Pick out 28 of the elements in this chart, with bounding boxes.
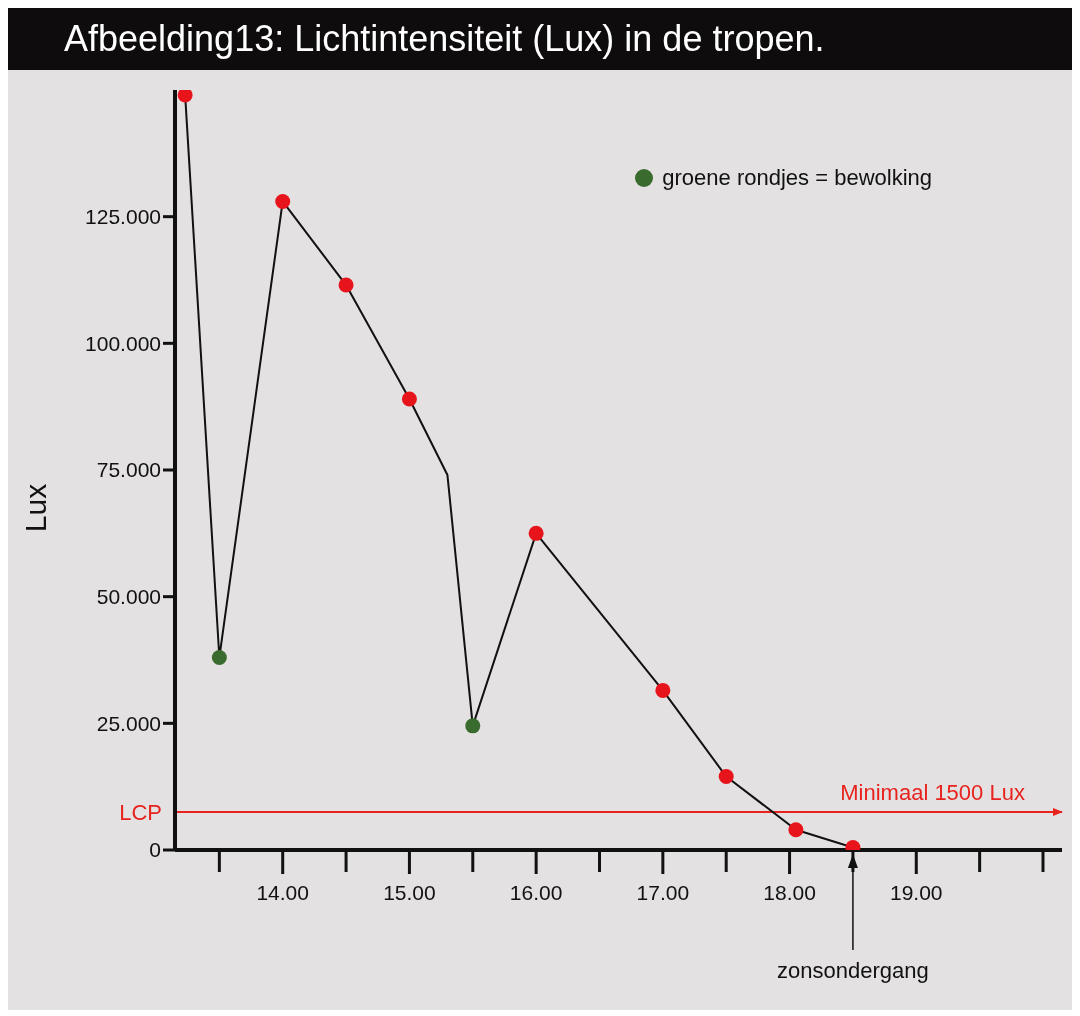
x-tick-label: 15.00	[383, 881, 436, 904]
text: zonsondergang	[777, 958, 929, 983]
x-tick-label: 19.00	[890, 881, 943, 904]
point	[338, 277, 354, 293]
point	[211, 649, 227, 665]
x-tick-label: 18.00	[763, 881, 816, 904]
legend-label: groene rondjes = bewolking	[662, 165, 932, 191]
chart-title: Afbeelding13: Lichtintensiteit (Lux) in de tropen.	[8, 8, 1072, 70]
y-tick-label: 25.000	[96, 711, 161, 735]
point	[528, 525, 544, 541]
y-tick-label: 100.000	[85, 331, 161, 355]
point	[718, 769, 734, 785]
annotation: Minimaal 1500 Lux	[840, 780, 1025, 805]
point	[177, 90, 193, 103]
x-tick-label: 17.00	[636, 881, 690, 904]
y-tick-label: 125.000	[85, 205, 161, 229]
y-tick-label: 50.000	[96, 585, 161, 609]
point	[465, 718, 481, 734]
y-tick-label: 0	[149, 838, 161, 862]
x-tick-label: 14.00	[256, 881, 309, 904]
point	[788, 822, 804, 838]
ref-line-label: LCP	[119, 799, 162, 825]
point	[655, 682, 671, 698]
point	[401, 391, 417, 407]
y-axis-title: Lux	[19, 483, 52, 533]
x-tick-label: 16.00	[509, 881, 563, 904]
y-tick-label: 75.000	[96, 458, 161, 482]
point	[275, 193, 291, 209]
